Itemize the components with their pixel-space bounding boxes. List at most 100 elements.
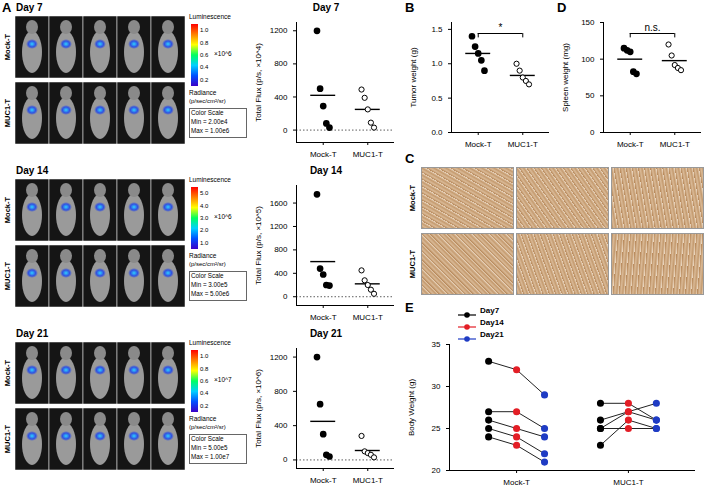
html-text:B: B (405, 0, 415, 15)
svg-text:Mock-T: Mock-T (408, 184, 417, 211)
svg-text:35: 35 (432, 340, 441, 349)
svg-text:Body Weight (g): Body Weight (g) (407, 379, 416, 437)
html-text:Day 7: Day 7 (312, 2, 340, 13)
html-text:A Day 7: A Day 7 (2, 0, 43, 15)
html-text:Luminescence: Luminescence (189, 339, 231, 346)
svg-text:150: 150 (581, 18, 595, 27)
svg-text:Mock-T: Mock-T (3, 359, 12, 386)
html-text:Day 21: Day 21 (309, 328, 343, 339)
svg-text:1200: 1200 (270, 26, 288, 35)
svg-text:Mock-T: Mock-T (310, 313, 337, 322)
svg-text:Mock-T: Mock-T (310, 476, 337, 485)
svg-text:400: 400 (274, 421, 288, 430)
svg-text:1600: 1600 (270, 199, 288, 208)
svg-text:20: 20 (432, 466, 441, 475)
svg-text:Tumor weight (g): Tumor weight (g) (409, 47, 418, 108)
svg-text:Mock-T: Mock-T (3, 196, 12, 223)
html-text:C: C (405, 151, 415, 166)
html-text:5.0: 5.0 (200, 190, 209, 197)
html-text:Color Scale: Color Scale (191, 435, 224, 442)
html-text:0.4: 0.4 (200, 64, 209, 71)
svg-text:Mock-T: Mock-T (465, 140, 492, 149)
html-text:(p/sec/cm²/sr): (p/sec/cm²/sr) (189, 261, 226, 267)
html-text:×10^7: ×10^7 (214, 376, 232, 383)
html-text:Day 14: Day 14 (16, 165, 49, 176)
svg-text:0: 0 (283, 126, 288, 135)
svg-text:400: 400 (274, 93, 288, 102)
html-text:0.4: 0.4 (200, 390, 209, 397)
svg-text:800: 800 (274, 387, 288, 396)
svg-text:0.0: 0.0 (431, 128, 443, 137)
html-text:Luminescence: Luminescence (189, 13, 231, 20)
svg-text:MUC1-T: MUC1-T (408, 249, 417, 278)
svg-text:MUC1-T: MUC1-T (3, 261, 12, 290)
svg-text:800: 800 (274, 245, 288, 254)
html-text:0.6: 0.6 (200, 52, 209, 58)
svg-text:800: 800 (274, 59, 288, 68)
svg-text:MUC1-T: MUC1-T (353, 313, 383, 322)
svg-text:100: 100 (581, 55, 595, 64)
html-text:2.0: 2.0 (200, 227, 209, 234)
svg-text:1.0: 1.0 (431, 59, 443, 68)
svg-text:50: 50 (586, 91, 595, 100)
svg-text:MUC1-T: MUC1-T (353, 476, 383, 485)
html-text:Radiance: Radiance (189, 252, 217, 259)
svg-text:MUC1-T: MUC1-T (660, 140, 690, 149)
svg-text:Total Flux (p/s, ×10^6): Total Flux (p/s, ×10^6) (254, 369, 263, 448)
html-text:Radiance: Radiance (189, 89, 217, 96)
html-text:Day14: Day14 (480, 318, 504, 327)
html-text:×10^6: ×10^6 (214, 50, 232, 57)
svg-text:Mock-T: Mock-T (310, 150, 337, 159)
html-text:4.0: 4.0 (200, 202, 209, 209)
html-text:0.8: 0.8 (200, 365, 209, 372)
html-text:Min = 2.00e4: Min = 2.00e4 (191, 118, 228, 125)
html-text:3.0: 3.0 (200, 215, 209, 221)
html-text:Min = 5.00e5: Min = 5.00e5 (191, 444, 228, 451)
svg-text:1200: 1200 (270, 222, 288, 231)
html-text:1.0: 1.0 (200, 239, 209, 246)
html-text:×10^6: ×10^6 (214, 213, 232, 220)
html-text:1.0: 1.0 (200, 353, 209, 360)
svg-text:MUC1-T: MUC1-T (3, 424, 12, 453)
svg-text:MUC1-T: MUC1-T (508, 140, 538, 149)
svg-text:1.5: 1.5 (431, 25, 443, 34)
html-text:0.2: 0.2 (200, 402, 209, 409)
svg-text:Total Flux (p/s, ×10^5): Total Flux (p/s, ×10^5) (254, 206, 263, 285)
svg-text:30: 30 (432, 382, 441, 391)
svg-text:MUC1-T: MUC1-T (613, 478, 643, 487)
html-text:1.0: 1.0 (200, 27, 209, 34)
html-text:Color Scale: Color Scale (191, 272, 224, 279)
html-text:E: E (405, 300, 414, 315)
html-text:Day 21: Day 21 (16, 328, 49, 339)
svg-text:400: 400 (274, 269, 288, 278)
html-text:Max = 5.00e6: Max = 5.00e6 (191, 290, 230, 297)
html-text:0.8: 0.8 (200, 39, 209, 46)
svg-text:1200: 1200 (270, 353, 288, 362)
html-text:Day21: Day21 (480, 330, 504, 339)
html-text:D: D (557, 0, 567, 15)
svg-text:25: 25 (432, 424, 441, 433)
svg-text:MUC1-T: MUC1-T (353, 150, 383, 159)
svg-text:0.5: 0.5 (431, 94, 443, 103)
svg-text:Mock-T: Mock-T (503, 478, 530, 487)
svg-text:0: 0 (283, 455, 288, 464)
html-text:Day 14: Day 14 (309, 165, 343, 176)
svg-text:Mock-T: Mock-T (3, 33, 12, 60)
html-text:Radiance: Radiance (189, 415, 217, 422)
html-text:0.2: 0.2 (200, 76, 209, 83)
svg-text:Mock-T: Mock-T (617, 140, 644, 149)
html-text:Day7: Day7 (480, 306, 500, 315)
svg-text:Total Flux (p/s, ×10^4): Total Flux (p/s, ×10^4) (254, 43, 263, 122)
svg-text:n.s.: n.s. (644, 22, 660, 33)
html-text:(p/sec/cm²/sr): (p/sec/cm²/sr) (189, 98, 226, 104)
html-text:Color Scale: Color Scale (191, 109, 224, 116)
svg-text:MUC1-T: MUC1-T (3, 98, 12, 127)
html-text:Luminescence: Luminescence (189, 176, 231, 183)
html-text:Max = 1.00e7: Max = 1.00e7 (191, 453, 230, 460)
svg-text:*: * (499, 22, 503, 33)
svg-text:0: 0 (590, 128, 595, 137)
svg-text:0: 0 (283, 292, 288, 301)
svg-text:Spleen weight (mg): Spleen weight (mg) (561, 43, 570, 112)
html-text:Min = 3.00e5: Min = 3.00e5 (191, 281, 228, 288)
html-text:Max = 1.00e6: Max = 1.00e6 (191, 127, 230, 134)
